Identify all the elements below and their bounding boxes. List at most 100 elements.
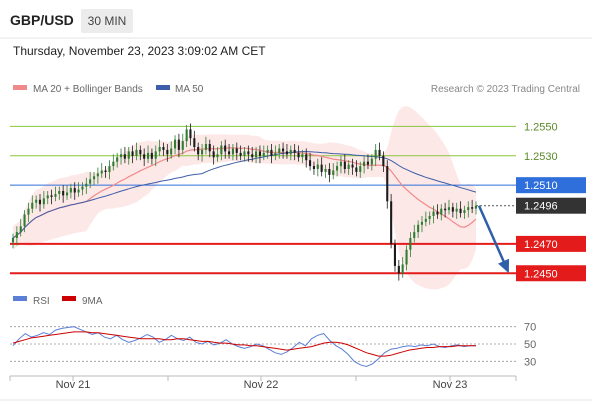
candle-body (77, 189, 80, 193)
x-axis: Nov 21 Nov 22 Nov 23 (9, 376, 517, 391)
candle-body (50, 195, 53, 197)
candle-body (197, 147, 200, 155)
candle-body (139, 149, 142, 155)
candle-body (363, 161, 366, 167)
symbol-title: GBP/USD (10, 12, 74, 28)
candle-body (424, 218, 427, 222)
timestamp: Thursday, November 23, 2023 3:09:02 AM C… (13, 44, 266, 58)
candle-body (147, 152, 150, 159)
candle-body (374, 149, 377, 159)
level-label-1.2530: 1.2530 (524, 151, 558, 163)
candle-body (73, 188, 76, 193)
candle-body (444, 208, 447, 211)
candle-body (23, 214, 26, 227)
candle-body (289, 149, 292, 155)
ma9-legend-swatch (62, 296, 76, 301)
candle-body (366, 161, 369, 165)
timeframe-badge[interactable] (81, 9, 133, 33)
candle-body (417, 224, 420, 233)
candle-body (390, 201, 393, 244)
candle-body (19, 226, 22, 233)
level-tag-1.2496 (516, 197, 586, 214)
level-label-1.2450: 1.2450 (524, 268, 558, 280)
candle-body (301, 154, 304, 158)
candle-body (386, 166, 389, 202)
candle-body (31, 202, 34, 209)
candle-body (112, 161, 115, 167)
candle-body (440, 208, 443, 215)
candle-body (54, 194, 57, 197)
candle-body (154, 151, 157, 159)
x-tick-label: Nov 23 (433, 379, 468, 391)
candle-body (382, 155, 385, 167)
candles (11, 123, 477, 281)
candle-body (451, 207, 454, 212)
x-tick-label: Nov 22 (244, 379, 279, 391)
candle-body (459, 208, 462, 214)
candle-body (116, 157, 119, 162)
candle-body (393, 243, 396, 266)
candle-body (312, 166, 315, 169)
candle-body (258, 151, 261, 156)
candle-body (11, 238, 14, 243)
candle-body (447, 207, 450, 211)
ma50-legend-swatch (156, 85, 170, 90)
candle-body (332, 170, 335, 175)
candle-body (251, 154, 254, 158)
candle-body (108, 166, 111, 172)
level-tag-1.2470 (516, 235, 586, 252)
candle-body (262, 152, 265, 156)
rsi-ma-line (12, 331, 476, 357)
candle-body (320, 164, 323, 172)
candle-body (166, 149, 169, 155)
candle-body (208, 144, 211, 152)
candle-body (413, 232, 416, 238)
candle-body (66, 192, 69, 196)
candle-body (285, 151, 288, 155)
candle-body (104, 170, 107, 172)
candle-body (58, 191, 61, 194)
rsi-tick-50: 50 (524, 339, 536, 351)
candle-body (231, 148, 234, 155)
candle-body (193, 138, 196, 147)
candle-body (27, 208, 30, 215)
candle-body (316, 164, 319, 169)
level-label-1.2496: 1.2496 (524, 201, 558, 213)
candle-body (463, 210, 466, 213)
rsi-tick-70: 70 (524, 322, 536, 334)
candle-body (228, 151, 231, 155)
candle-body (397, 265, 400, 274)
candle-body (46, 195, 49, 199)
candle-body (467, 207, 470, 211)
level-label-1.2550: 1.2550 (524, 121, 558, 133)
candle-body (339, 161, 342, 167)
candle-body (436, 211, 439, 215)
candle-body (89, 179, 92, 184)
level-label-1.2470: 1.2470 (524, 239, 558, 251)
candle-body (243, 151, 246, 156)
candle-body (255, 151, 258, 158)
candle-body (177, 139, 180, 150)
candle-body (181, 141, 184, 150)
candle-body (355, 167, 358, 172)
rsi-panel: 70 50 30 (10, 322, 536, 368)
candle-body (224, 145, 227, 152)
candle-body (212, 151, 215, 158)
candle-body (81, 186, 84, 190)
candle-body (239, 152, 242, 156)
rsi-tick-30: 30 (524, 356, 536, 368)
candle-body (185, 129, 188, 142)
level-labels: 1.2550 1.2530 1.2510 1.2496 1.2470 1.2450 (516, 121, 586, 282)
candle-body (401, 264, 404, 274)
candle-body (96, 173, 99, 177)
ma50-legend-label: MA 50 (175, 84, 204, 95)
candle-body (324, 169, 327, 172)
forecast-arrow-head (498, 258, 510, 274)
candle-body (69, 188, 72, 193)
candle-body (120, 154, 123, 158)
candle-body (135, 149, 138, 156)
candle-body (201, 149, 204, 155)
candle-body (282, 148, 285, 152)
candle-body (127, 151, 130, 159)
